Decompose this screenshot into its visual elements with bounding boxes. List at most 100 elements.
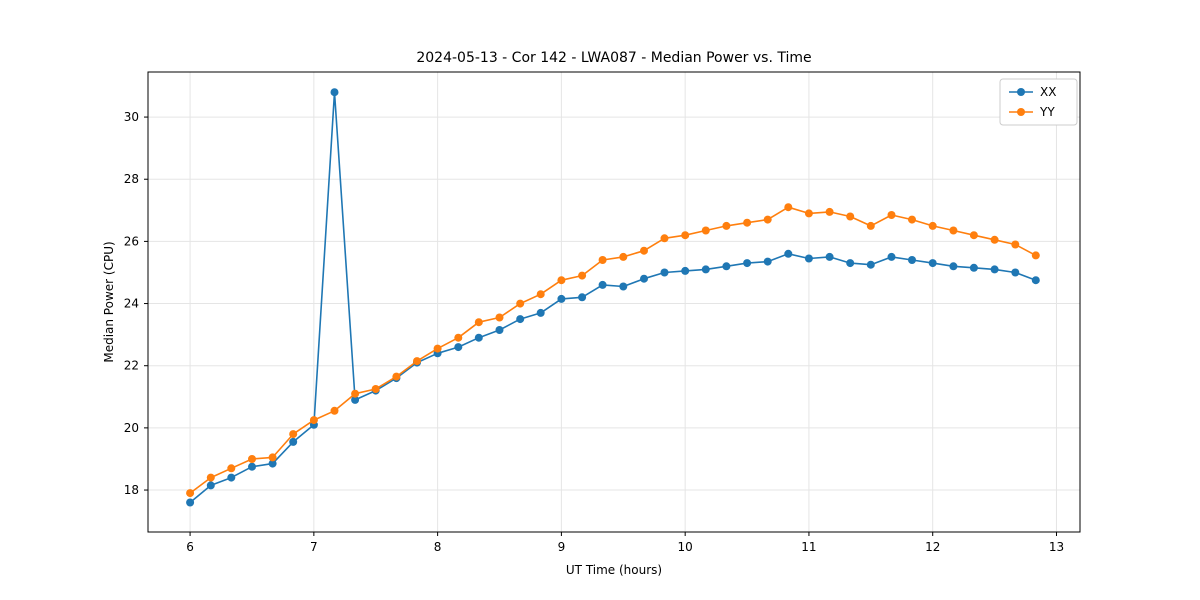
data-point-marker xyxy=(743,259,752,268)
data-point-marker xyxy=(1031,251,1040,260)
data-point-marker xyxy=(516,315,525,324)
data-point-marker xyxy=(825,207,834,216)
data-point-marker xyxy=(969,263,978,272)
data-point-marker xyxy=(186,489,195,498)
x-tick-label: 8 xyxy=(434,540,442,554)
data-point-marker xyxy=(330,406,339,415)
data-point-marker xyxy=(557,276,566,285)
data-point-marker xyxy=(536,308,545,317)
data-point-marker xyxy=(351,395,360,404)
legend: XX YY xyxy=(999,78,1078,126)
data-point-marker xyxy=(887,252,896,261)
data-point-marker xyxy=(887,211,896,219)
data-point-marker xyxy=(763,257,772,266)
data-point-marker xyxy=(351,389,360,398)
data-point-marker xyxy=(660,268,669,277)
data-point-marker xyxy=(804,209,813,218)
data-point-marker xyxy=(681,231,690,240)
chart-title: 2024-05-13 - Cor 142 - LWA087 - Median P… xyxy=(416,50,811,66)
data-point-marker xyxy=(825,252,834,261)
data-point-marker xyxy=(598,280,607,289)
data-point-marker xyxy=(722,221,731,230)
data-point-marker xyxy=(784,203,793,212)
y-tick-label: 28 xyxy=(124,172,139,186)
data-point-marker xyxy=(846,212,855,221)
data-point-marker xyxy=(660,234,669,243)
data-point-marker xyxy=(743,218,752,227)
data-point-marker xyxy=(990,265,999,274)
data-point-marker xyxy=(433,344,442,353)
data-point-marker xyxy=(866,221,875,230)
data-point-marker xyxy=(206,481,215,490)
data-point-marker xyxy=(268,453,277,462)
data-point-marker xyxy=(640,246,648,255)
data-point-marker xyxy=(928,259,937,268)
y-tick-label: 30 xyxy=(124,110,139,124)
data-point-marker xyxy=(619,252,628,261)
data-point-marker xyxy=(578,293,587,302)
data-point-marker xyxy=(1011,240,1020,249)
data-point-marker xyxy=(928,221,937,230)
legend-marker-sample xyxy=(1017,88,1025,96)
x-tick-label: 7 xyxy=(310,540,318,554)
data-point-marker xyxy=(908,256,916,264)
data-point-marker xyxy=(289,430,298,439)
data-point-marker xyxy=(392,372,401,381)
data-point-marker xyxy=(330,88,339,97)
series-line-xx xyxy=(189,91,1037,504)
data-point-marker xyxy=(495,313,504,322)
x-tick-label: 11 xyxy=(801,540,816,554)
data-point-marker xyxy=(413,357,421,366)
y-tick-label: 26 xyxy=(124,234,139,248)
x-tick-label: 10 xyxy=(678,540,693,554)
data-point-marker xyxy=(990,235,999,244)
data-point-marker xyxy=(1031,276,1040,285)
legend-marker-sample xyxy=(1017,108,1025,116)
data-point-marker xyxy=(206,473,215,482)
data-point-marker xyxy=(227,473,236,482)
data-point-marker xyxy=(557,294,566,303)
data-point-marker xyxy=(309,416,318,425)
x-tick-label: 9 xyxy=(558,540,566,554)
series-line-yy xyxy=(189,206,1037,494)
data-point-marker xyxy=(640,274,648,283)
grid-layer xyxy=(148,72,1080,532)
data-point-marker xyxy=(186,498,195,507)
data-point-marker xyxy=(866,260,875,269)
data-point-marker xyxy=(598,256,607,264)
legend-label-xx: XX xyxy=(1040,85,1056,99)
data-point-marker xyxy=(763,215,772,224)
data-point-marker xyxy=(784,249,793,258)
data-point-marker xyxy=(578,271,587,280)
y-tick-label: 20 xyxy=(124,421,139,435)
data-point-marker xyxy=(908,215,916,224)
data-point-marker xyxy=(248,462,256,471)
tick-layer: 6 7 8 9 10 11 12 13 18 20 22 24 26 28 30 xyxy=(124,110,1064,554)
data-point-marker xyxy=(1011,268,1020,277)
x-tick-label: 6 xyxy=(186,540,194,554)
data-point-marker xyxy=(619,282,628,291)
data-point-marker xyxy=(701,265,710,274)
data-point-marker xyxy=(969,231,978,240)
data-point-marker xyxy=(454,343,463,352)
plot-border xyxy=(147,71,1081,533)
series-layer xyxy=(186,88,1040,507)
data-point-marker xyxy=(722,262,731,271)
x-tick-label: 13 xyxy=(1049,540,1064,554)
data-point-marker xyxy=(536,290,545,299)
data-point-marker xyxy=(227,464,236,473)
y-tick-label: 22 xyxy=(124,359,139,373)
data-point-marker xyxy=(268,459,277,468)
legend-label-yy: YY xyxy=(1039,105,1055,119)
data-point-marker xyxy=(474,333,483,342)
data-point-marker xyxy=(495,326,504,334)
x-axis-label: UT Time (hours) xyxy=(566,563,662,577)
y-axis-label: Median Power (CPU) xyxy=(102,241,116,362)
data-point-marker xyxy=(949,262,958,271)
data-point-marker xyxy=(846,259,855,268)
x-tick-label: 12 xyxy=(925,540,940,554)
data-point-marker xyxy=(701,226,710,235)
data-point-marker xyxy=(371,385,380,393)
data-point-marker xyxy=(804,254,813,263)
